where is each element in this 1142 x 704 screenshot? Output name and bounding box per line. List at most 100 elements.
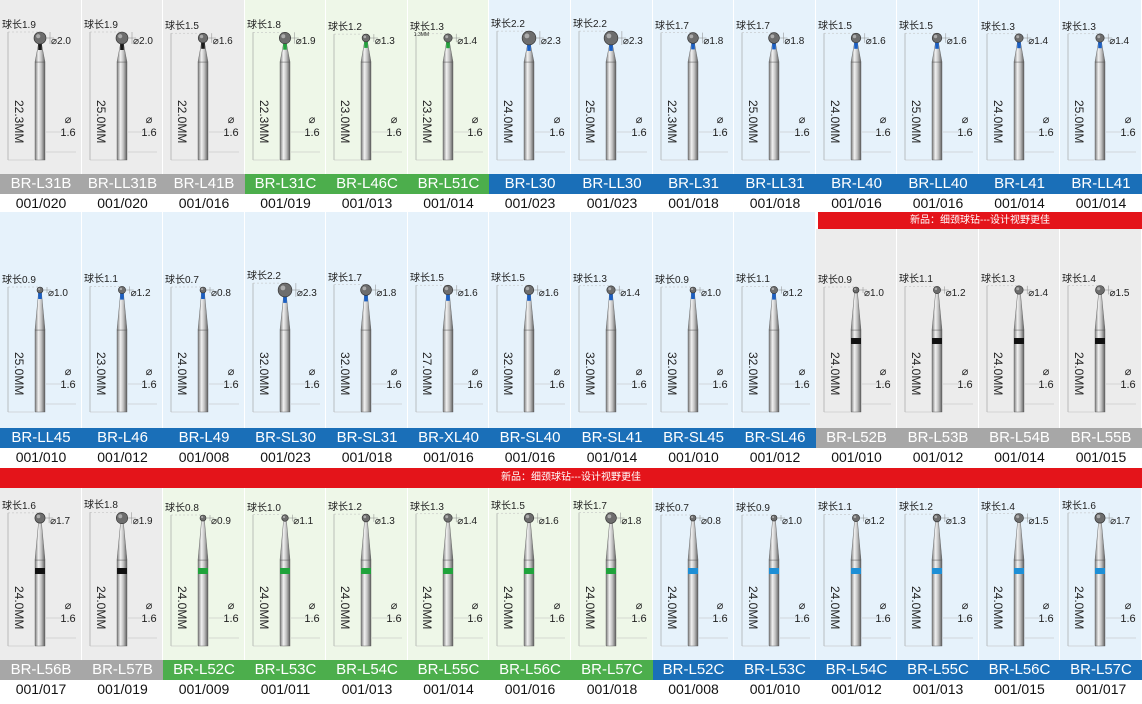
identification-ring bbox=[117, 568, 127, 574]
head-highlight bbox=[525, 286, 530, 291]
product-card[interactable]: 球长1.6 ⌀1.7 ⌀ 1.6 24.0MM bbox=[0, 488, 82, 662]
product-name: BR-L52B bbox=[816, 428, 897, 448]
overall-length-label: 24.0MM bbox=[909, 352, 923, 396]
product-card[interactable]: 球长1.4 ⌀1.5 ⌀ 1.6 24.0MM bbox=[1060, 229, 1142, 428]
shank-diameter-label: ⌀ 1.6 bbox=[631, 114, 647, 139]
product-card[interactable]: 球长1.3 ⌀1.4 ⌀ 1.6 24.0MM bbox=[979, 0, 1060, 174]
product-card[interactable]: 球长1.2 ⌀1.3 ⌀ 1.6 24.0MM bbox=[897, 488, 979, 662]
bur-neck bbox=[850, 521, 862, 561]
head-diameter-label: ⌀1.6 bbox=[457, 288, 478, 299]
product-card[interactable]: 球长1.7 ⌀1.8 ⌀ 1.6 32.0MM bbox=[326, 212, 408, 428]
product-card[interactable]: 球长1.4 ⌀1.5 ⌀ 1.6 24.0MM bbox=[979, 488, 1060, 662]
product-card[interactable]: 球长1.0 ⌀1.1 ⌀ 1.6 24.0MM bbox=[245, 488, 326, 662]
product-card[interactable]: 球长1.3 ⌀1.4 ⌀ 1.6 24.0MM bbox=[408, 488, 489, 662]
product-card[interactable]: 球长2.2 ⌀2.3 ⌀ 1.6 32.0MM bbox=[245, 212, 326, 428]
diamond-ball-head bbox=[1014, 285, 1024, 295]
product-card[interactable]: 球长1.3 ⌀1.4 ⌀ 1.6 25.0MM bbox=[1060, 0, 1142, 174]
ball-length-label: 球长1.5 bbox=[899, 21, 933, 33]
product-card[interactable]: 球长0.9 ⌀1.0 ⌀ 1.6 24.0MM bbox=[734, 488, 816, 662]
shank-diameter-label: ⌀ 1.6 bbox=[386, 600, 402, 625]
shank-diameter-label: ⌀ 1.6 bbox=[60, 114, 76, 139]
head-highlight bbox=[363, 515, 367, 519]
color-band bbox=[201, 291, 205, 299]
diamond-ball-head bbox=[1095, 285, 1105, 295]
product-card[interactable]: 球长1.3 ⌀1.4 ⌀ 1.6 32.0MM bbox=[571, 212, 653, 428]
product-card[interactable]: 球长1.5 ⌀1.6 ⌀ 1.6 32.0MM bbox=[489, 212, 571, 428]
shank-diameter-label: ⌀ 1.6 bbox=[875, 366, 891, 391]
head-diameter-label: ⌀1.1 bbox=[293, 516, 314, 527]
product-card[interactable]: 球长1.7 ⌀1.8 ⌀ 1.6 24.0MM bbox=[571, 488, 653, 662]
head-highlight bbox=[770, 34, 775, 39]
product-card[interactable]: 球长1.7 ⌀1.8 ⌀ 1.6 25.0MM bbox=[734, 0, 816, 174]
bur-drawing bbox=[170, 514, 239, 647]
product-card[interactable]: 球长1.9 ⌀2.0 ⌀ 1.6 25.0MM bbox=[82, 0, 163, 174]
product-card[interactable]: 球长1.8 ⌀1.9 ⌀ 1.6 22.3MM bbox=[245, 0, 326, 174]
product-card[interactable]: 球长1.7 ⌀1.8 ⌀ 1.6 22.3MM bbox=[653, 0, 734, 174]
product-card[interactable]: 球长1.1 ⌀1.2 ⌀ 1.6 24.0MM bbox=[897, 229, 979, 428]
product-card[interactable]: 球长2.2 ⌀2.3 ⌀ 1.6 24.0MM bbox=[489, 0, 571, 174]
product-code: 001/023 bbox=[489, 194, 571, 212]
product-card[interactable]: 球长0.9 ⌀1.0 ⌀ 1.6 24.0MM bbox=[816, 229, 897, 428]
product-name: BR-SL41 bbox=[571, 428, 653, 448]
color-band bbox=[1098, 40, 1102, 49]
shank-diameter-label: ⌀ 1.6 bbox=[141, 366, 157, 391]
shank-diameter-label: ⌀ 1.6 bbox=[223, 600, 239, 625]
diamond-ball-head bbox=[852, 286, 860, 294]
product-code: 001/018 bbox=[571, 680, 653, 698]
product-card[interactable]: 球长1.3 ⌀1.4 ⌀ 1.6 24.0MM bbox=[979, 229, 1060, 428]
ball-length-label: 球长1.5 bbox=[491, 501, 525, 513]
color-band bbox=[364, 39, 368, 48]
product-card[interactable]: 球长1.9 ⌀2.0 ⌀ 1.6 22.3MM bbox=[0, 0, 82, 174]
shank-diameter-label: ⌀ 1.6 bbox=[1038, 114, 1054, 139]
overall-length-label: 24.0MM bbox=[12, 586, 26, 630]
overall-length-label: 25.0MM bbox=[746, 100, 760, 144]
shank-diameter-label: ⌀ 1.6 bbox=[60, 600, 76, 625]
head-diameter-label: ⌀0.8 bbox=[701, 516, 721, 527]
head-highlight bbox=[934, 287, 938, 291]
diamond-ball-head bbox=[603, 30, 619, 46]
shank bbox=[279, 329, 291, 413]
bur-drawing bbox=[7, 286, 76, 413]
product-card[interactable]: 球长0.8 ⌀0.9 ⌀ 1.6 24.0MM bbox=[163, 488, 245, 662]
ball-length-label: 球长1.2 bbox=[328, 502, 362, 514]
product-card[interactable]: 球长2.2 ⌀2.3 ⌀ 1.6 25.0MM bbox=[571, 0, 653, 174]
product-code: 001/014 bbox=[571, 448, 653, 466]
shank-diameter-label: ⌀ 1.6 bbox=[304, 114, 320, 139]
product-card[interactable]: 球长1.2 ⌀1.3 ⌀ 1.6 23.0MM bbox=[326, 0, 408, 174]
diamond-ball-head bbox=[1014, 513, 1024, 523]
overall-length-label: 32.0MM bbox=[338, 352, 352, 396]
shank bbox=[360, 61, 372, 161]
head-highlight bbox=[444, 286, 449, 291]
head-diameter-label: ⌀1.4 bbox=[1109, 36, 1130, 47]
product-card[interactable]: 球长1.8 ⌀1.9 ⌀ 1.6 24.0MM bbox=[82, 488, 163, 662]
product-card[interactable]: 球长1.1 ⌀1.2 ⌀ 1.6 23.0MM bbox=[82, 212, 163, 428]
diamond-ball-head bbox=[1095, 33, 1105, 43]
product-card[interactable]: 球长1.5 ⌀1.6 ⌀ 1.6 24.0MM bbox=[489, 488, 571, 662]
product-card[interactable]: 球长1.1 ⌀1.2 ⌀ 1.6 24.0MM bbox=[816, 488, 897, 662]
ball-length-label: 球长1.5 bbox=[410, 273, 444, 285]
product-card[interactable]: 球长1.5 ⌀1.6 ⌀ 1.6 24.0MM bbox=[816, 0, 897, 174]
product-card[interactable]: 球长1.1 ⌀1.2 ⌀ 1.6 32.0MM bbox=[734, 212, 816, 428]
product-code: 001/014 bbox=[979, 448, 1060, 466]
product-name: BR-L55C bbox=[897, 660, 979, 680]
product-code: 001/019 bbox=[245, 194, 326, 212]
product-card[interactable]: 球长1.5 ⌀1.6 ⌀ 1.6 22.0MM bbox=[163, 0, 245, 174]
color-band bbox=[609, 42, 613, 51]
product-card[interactable]: 球长1.2 ⌀1.3 ⌀ 1.6 24.0MM bbox=[326, 488, 408, 662]
product-code: 001/018 bbox=[653, 194, 734, 212]
product-name: BR-L31C bbox=[245, 174, 326, 194]
product-card[interactable]: 球长0.7 ⌀0.8 ⌀ 1.6 24.0MM bbox=[653, 488, 734, 662]
head-highlight bbox=[934, 515, 938, 519]
product-card[interactable]: 球长0.9 ⌀1.0 ⌀ 1.6 32.0MM bbox=[653, 212, 734, 428]
product-code: 001/010 bbox=[816, 448, 897, 466]
product-card[interactable]: 球长0.7 ⌀0.8 ⌀ 1.6 24.0MM bbox=[163, 212, 245, 428]
overall-length-label: 24.0MM bbox=[501, 586, 515, 630]
identification-ring bbox=[524, 568, 534, 574]
product-card[interactable]: 球长1.6 ⌀1.7 ⌀ 1.6 24.0MM bbox=[1060, 488, 1142, 662]
ball-length-label: 球长1.7 bbox=[573, 500, 607, 512]
diamond-ball-head bbox=[115, 511, 128, 524]
product-card[interactable]: 球长1.5 ⌀1.6 ⌀ 1.6 27.0MM bbox=[408, 212, 489, 428]
product-card[interactable]: 球长1.5 ⌀1.6 ⌀ 1.6 25.0MM bbox=[897, 0, 979, 174]
product-card[interactable]: 球长0.9 ⌀1.0 ⌀ 1.6 25.0MM bbox=[0, 212, 82, 428]
product-card[interactable]: 球长1.3 ⌀1.4 ⌀ 1.6 23.2MM 1.3MM bbox=[408, 0, 489, 174]
